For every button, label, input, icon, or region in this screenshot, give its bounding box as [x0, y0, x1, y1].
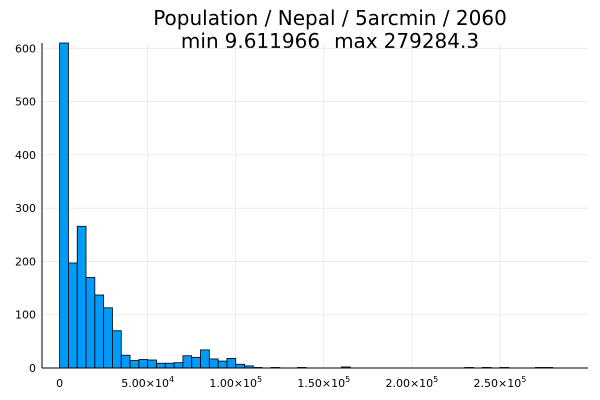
x-tick-label-5: 2.50×105	[474, 375, 527, 390]
histogram-bar-16	[200, 349, 210, 369]
y-tick-label-4: 400	[15, 149, 36, 162]
histogram-bar-8	[129, 360, 140, 369]
histogram-bar-9	[138, 359, 149, 369]
y-tick-labels: 0 100 200 300 400 500 600	[15, 42, 36, 375]
y-tick-label-2: 200	[15, 255, 36, 268]
histogram-bar-10	[147, 359, 157, 369]
histogram-bar-20	[235, 363, 245, 369]
axes	[41, 43, 588, 369]
grid	[42, 43, 588, 369]
x-tick-label-3: 1.50×105	[297, 375, 350, 390]
chart-subtitle: min 9.611966 max 279284.3	[181, 29, 479, 53]
y-tick-label-5: 500	[15, 96, 36, 109]
histogram-bar-17	[208, 358, 219, 369]
histogram-bar-3	[85, 277, 96, 369]
plot-title: Population / Nepal / 5arcmin / 2060 min 9…	[153, 6, 507, 53]
x-tick-label-1: 5.00×104	[121, 375, 174, 390]
histogram-bar-0	[59, 42, 69, 369]
x-tick-label-4: 2.00×105	[385, 375, 438, 390]
x-tick-label-2: 1.00×105	[209, 375, 262, 390]
histogram-bar-2	[76, 225, 87, 369]
histogram-bar-5	[103, 307, 113, 369]
histogram-bars	[59, 42, 554, 369]
histogram-bar-12	[164, 362, 175, 369]
chart-title: Population / Nepal / 5arcmin / 2060	[153, 6, 507, 30]
subtitle-min-label: min	[181, 29, 219, 53]
histogram-bar-7	[120, 354, 131, 369]
histogram-bar-18	[217, 360, 228, 369]
histogram-bar-1	[68, 262, 78, 369]
y-tick-label-6: 600	[15, 42, 36, 55]
histogram-bar-6	[112, 330, 122, 369]
y-tick-label-3: 300	[15, 202, 36, 215]
y-tick-label-1: 100	[15, 309, 36, 322]
histogram-bar-11	[156, 362, 166, 369]
subtitle-max-value: 279284.3	[384, 29, 479, 53]
histogram-bar-14	[182, 355, 193, 369]
subtitle-max-label: max	[334, 29, 378, 53]
x-tick-labels: 0 5.00×104 1.00×105 1.50×105 2.00×105 2.50×10…	[56, 375, 526, 390]
x-tick-label-0: 0	[56, 377, 63, 390]
histogram-bar-19	[226, 358, 237, 369]
histogram-bar-13	[173, 362, 184, 369]
subtitle-min-value: 9.611966	[225, 29, 320, 53]
y-tick-label-0: 0	[29, 362, 36, 375]
histogram-bar-4	[94, 294, 105, 369]
histogram-bar-15	[191, 356, 201, 369]
